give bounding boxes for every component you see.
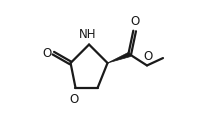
Text: NH: NH — [79, 28, 97, 41]
Text: O: O — [69, 93, 78, 106]
Text: O: O — [143, 50, 152, 63]
Text: O: O — [130, 15, 139, 28]
Polygon shape — [108, 52, 130, 63]
Text: O: O — [43, 47, 52, 60]
